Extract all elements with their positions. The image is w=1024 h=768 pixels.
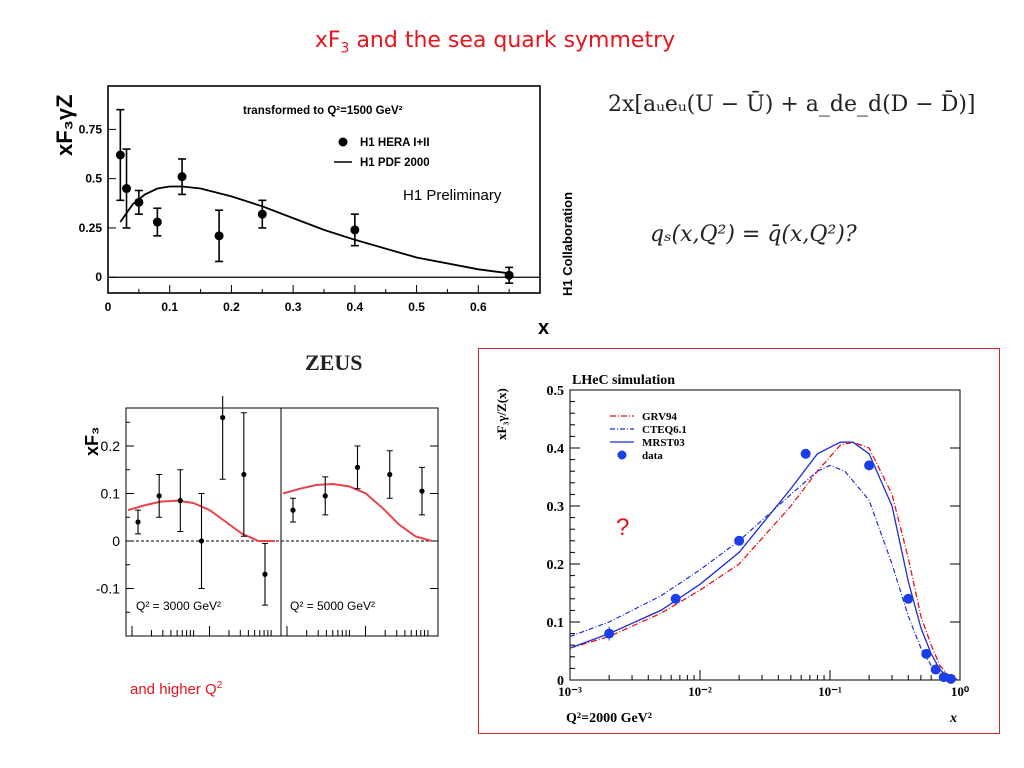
h1-data-point <box>257 209 267 219</box>
lhec-data-point <box>734 535 745 546</box>
lhec-xtick-label: 10⁻³ <box>558 684 582 699</box>
lhec-frame <box>569 389 961 681</box>
lhec-legend-label: GRV94 <box>642 411 678 423</box>
h1-xtick-label: 0.5 <box>408 300 425 314</box>
h1-ytick-label: 0.25 <box>79 221 103 235</box>
zeus-data-point <box>135 519 141 525</box>
h1-xtick-label: 0.1 <box>161 300 178 314</box>
lhec-ytick-label: 0.1 <box>547 616 565 631</box>
h1-xtick-label: 0.3 <box>285 300 302 314</box>
zeus-data-point <box>262 571 268 577</box>
zeus-panel1-label: Q² = 3000 GeV² <box>136 599 221 613</box>
h1-data-point <box>115 150 125 160</box>
lhec-legend-marker <box>617 450 627 460</box>
zeus-curve <box>282 482 433 542</box>
lhec-data-point <box>903 593 914 604</box>
lhec-legend-label: data <box>642 450 663 462</box>
formula-xf3: 2x[aᵤeᵤ(U − Ū) + a_de_d(D − D̄)] <box>608 92 976 117</box>
h1-ylabel: xF₃γZ <box>52 94 77 156</box>
zeus-data-point <box>322 493 328 499</box>
h1-xtick-label: 0.6 <box>470 300 487 314</box>
zeus-panel2-label: Q² = 5000 GeV² <box>290 599 375 613</box>
zeus-frame <box>125 407 439 637</box>
h1-ytick-label: 0 <box>95 270 102 284</box>
zeus-data-point <box>290 507 296 513</box>
h1-xtick-label: 0.4 <box>347 300 364 314</box>
lhec-data-point <box>930 664 941 675</box>
h1-legend-marker <box>338 137 348 147</box>
h1-side-label: H1 Collaboration <box>560 192 575 296</box>
h1-legend-data: H1 HERA I+II <box>360 137 430 149</box>
zeus-data-point <box>354 464 361 470</box>
zeus-data-point <box>177 498 183 504</box>
lhec-corner-label: Q²=2000 GeV² <box>566 711 652 726</box>
h1-preliminary: H1 Preliminary <box>403 187 502 204</box>
lhec-xtick-label: 10⁰ <box>951 684 970 699</box>
lhec-xlabel: x <box>949 711 957 726</box>
note-text: and higher Q <box>130 681 217 698</box>
zeus-data-point <box>241 471 247 478</box>
h1-data-point <box>214 231 224 241</box>
h1-data-point <box>504 270 514 280</box>
h1-data-point <box>152 217 162 227</box>
lhec-box <box>478 348 1000 734</box>
lhec-xtick-label: 10⁻² <box>688 684 712 699</box>
lhec-data-point <box>800 448 811 459</box>
formula-sea-symmetry: qₛ(x,Q²) = q̄(x,Q²)? <box>650 222 857 247</box>
h1-xtick-label: 0.2 <box>223 300 240 314</box>
h1-data-point <box>134 197 144 207</box>
lhec-curve-mrst03 <box>569 441 958 681</box>
lhec-legend-label: CTEQ6.1 <box>642 424 687 436</box>
title-pre: xF <box>314 28 341 53</box>
h1-title: transformed to Q²=1500 GeV² <box>243 105 403 117</box>
h1-ytick-label: 0.5 <box>85 172 102 186</box>
lhec-curve-grv94 <box>569 441 958 681</box>
zeus-data-point <box>419 488 425 494</box>
lhec-ytick-label: 0.5 <box>547 384 565 399</box>
zeus-data-point <box>198 538 205 544</box>
zeus-ylabel: xF₃ <box>82 427 102 456</box>
lhec-xtick-label: 10⁻¹ <box>818 684 842 699</box>
zeus-ytick-label: 0 <box>112 533 120 549</box>
h1-xtick-label: 0 <box>105 300 112 314</box>
h1-data-point <box>177 172 187 182</box>
h1-xlabel: x <box>538 317 549 339</box>
lhec-data-point <box>670 593 681 604</box>
lhec-ytick-label: 0 <box>557 674 564 689</box>
h1-data-point <box>122 184 132 194</box>
zeus-chart: 0.2 0.1 0 -0.1 xF₃ Q² = 3000 GeV² Q² = 5000… <box>82 396 439 637</box>
lhec-legend-label: MRST03 <box>642 437 685 449</box>
lhec-title: LHeC simulation <box>572 373 675 388</box>
question-mark: ? <box>616 514 630 541</box>
h1-data-point <box>350 225 360 235</box>
lhec-ytick-label: 0.4 <box>547 442 565 457</box>
lhec-ytick-label: 0.2 <box>547 558 565 573</box>
zeus-title: ZEUS <box>305 350 363 375</box>
zeus-data-point <box>220 414 226 421</box>
zeus-data-point <box>387 471 393 478</box>
lhec-ylabel: xF₃γ/Z(x) <box>494 388 509 440</box>
zeus-ytick-label: 0.2 <box>101 438 121 454</box>
zeus-ytick-label: 0.1 <box>101 486 121 502</box>
lhec-data-point <box>604 628 615 639</box>
lhec-curve-cteq61 <box>569 464 955 680</box>
lhec-chart: 0 0.1 0.2 0.3 0.4 0.5 10⁻³ 10⁻² 10⁻¹ 10⁰ LHeC sim… <box>494 373 970 726</box>
lhec-data-point <box>945 673 956 684</box>
zeus-data-point <box>156 493 162 499</box>
title-sub: 3 <box>340 40 350 57</box>
note-sup: 2 <box>216 680 223 691</box>
lhec-ytick-label: 0.3 <box>547 500 565 515</box>
h1-ytick-label: 0.75 <box>79 122 103 136</box>
title-post: and the sea quark symmetry <box>349 28 676 53</box>
zeus-ytick-label: -0.1 <box>96 581 120 597</box>
h1-chart: 0 0.1 0.2 0.3 0.4 0.5 0.6 0 0.25 0.5 0.75 xF₃γZ tr… <box>52 85 575 339</box>
lhec-data-point <box>921 648 932 659</box>
h1-legend-pdf: H1 PDF 2000 <box>360 157 430 169</box>
lhec-data-point <box>864 460 875 471</box>
slide-title: xF3 and the sea quark symmetry <box>0 28 990 56</box>
h1-pdf-curve <box>119 185 510 275</box>
higher-q2-note: and higher Q2 <box>130 680 222 698</box>
